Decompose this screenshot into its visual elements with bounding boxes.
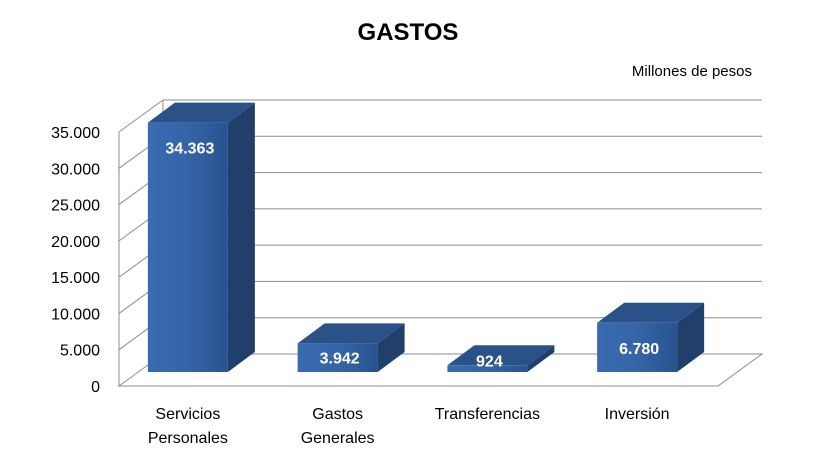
data-label: 3.942 — [320, 351, 360, 368]
data-label: 34.363 — [165, 141, 214, 158]
x-axis-categories: Servicios Personales Gastos Generales Transf… — [148, 406, 670, 447]
x-category-label: Transferencias — [435, 406, 540, 423]
y-tick-label: 25.000 — [51, 198, 100, 215]
bar-front — [297, 343, 378, 372]
x-category-line: Transferencias — [435, 406, 540, 423]
bar-side — [677, 302, 705, 372]
x-category-label: Gastos Generales — [301, 406, 375, 447]
x-category-line: Gastos — [312, 406, 363, 423]
bar-top — [597, 302, 705, 323]
y-tick-label: 35.000 — [51, 125, 100, 142]
bar: 3.942 — [297, 323, 405, 372]
bars: 34.363 3.942 924 6.780 — [147, 102, 705, 372]
y-tick-label: 15.000 — [51, 270, 100, 287]
y-tick-label: 20.000 — [51, 234, 100, 251]
unit-label: Millones de pesos — [632, 63, 752, 80]
bar-top — [447, 345, 555, 366]
bar-side — [377, 323, 405, 372]
bar-front — [447, 365, 528, 372]
bar-front — [597, 322, 678, 372]
x-category-line: Generales — [301, 430, 375, 447]
x-category-line: Inversión — [605, 406, 670, 423]
x-category-line: Servicios — [155, 406, 220, 423]
x-category-label: Servicios Personales — [148, 406, 228, 447]
bar: 924 — [447, 345, 555, 372]
y-tick-label: 0 — [91, 379, 100, 396]
grid — [117, 99, 764, 387]
y-axis-ticks: 0 5.000 10.000 15.000 20.000 25.000 30.000 35.0… — [51, 125, 100, 396]
y-tick-label: 5.000 — [60, 343, 100, 360]
bar-front — [147, 122, 228, 372]
x-category-line: Personales — [148, 430, 228, 447]
bar-side — [227, 102, 255, 372]
gridline-side — [118, 99, 164, 133]
bar: 6.780 — [597, 302, 705, 372]
bar-side — [527, 345, 555, 372]
data-label: 924 — [476, 354, 503, 371]
bar: 34.363 — [147, 102, 255, 372]
bar-top — [147, 102, 255, 123]
y-tick-label: 30.000 — [51, 161, 100, 178]
chart-title: GASTOS — [358, 19, 459, 46]
data-label: 6.780 — [619, 341, 659, 358]
x-category-label: Inversión — [605, 406, 670, 423]
bar-top — [297, 323, 405, 344]
y-tick-label: 10.000 — [51, 306, 100, 323]
